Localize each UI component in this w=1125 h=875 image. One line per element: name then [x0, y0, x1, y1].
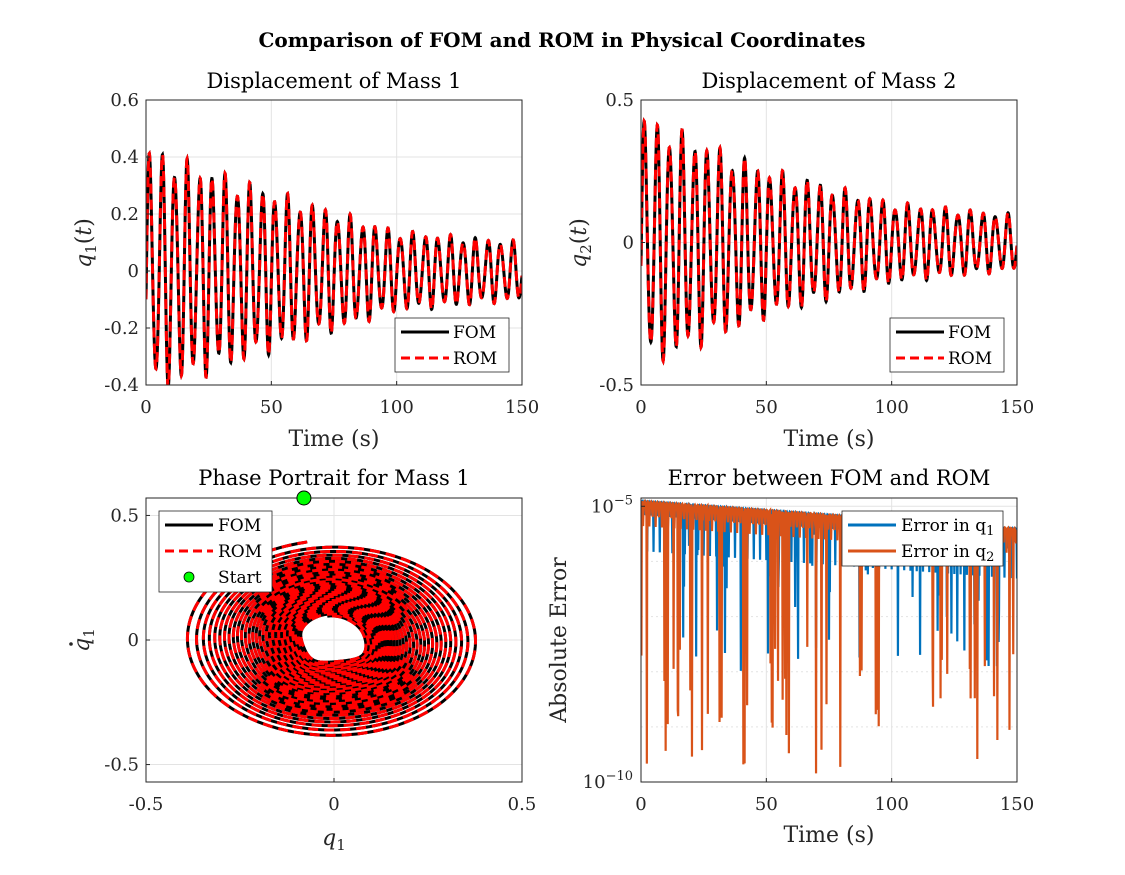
- panel-phase-portrait: -0.5 0 0.5 -0.5 0 0.5 Phase Portrait for Mass…: [69, 466, 536, 854]
- y-axis-label: Absolute Error: [547, 557, 572, 724]
- legend-box: [889, 317, 1005, 373]
- x-tick-label: 150: [505, 397, 539, 418]
- plot-area: [146, 149, 522, 385]
- panel-mass1-displacement: 0 50 100 150 -0.4 -0.2 0 0.2 0.4 0.6 Displacement…: [72, 69, 539, 452]
- x-tick-label: 0: [635, 397, 646, 418]
- x-tick-label: 100: [379, 397, 413, 418]
- x-axis-label: Time (s): [783, 823, 874, 848]
- series-rom-trajectory: [185, 540, 478, 737]
- axes-box: [640, 497, 1018, 783]
- plot-area: [641, 117, 1017, 366]
- legend-label-rom: ROM: [218, 542, 262, 562]
- y-axis-label-subscript: 1: [80, 628, 98, 638]
- x-tick-label: 50: [755, 794, 778, 815]
- y-axis-label-subscript: 1: [82, 244, 100, 254]
- y-tick-label: 0.4: [110, 147, 139, 168]
- legend-box: [394, 317, 510, 373]
- legend: FOM ROM: [889, 317, 1005, 373]
- y-tick-label: -0.4: [104, 375, 139, 396]
- series-rom-line: [146, 149, 522, 385]
- x-axis-label-subscript: 1: [336, 836, 346, 854]
- x-tick-label: 0: [328, 794, 339, 815]
- plot-area: [185, 540, 478, 737]
- y-tick-label: 0: [128, 261, 139, 282]
- y-tick-label: 0.6: [110, 90, 139, 111]
- series-rom-line: [641, 117, 1017, 366]
- legend: FOM ROM Start: [158, 510, 273, 593]
- x-tick-label: -0.5: [129, 794, 164, 815]
- y-axis-label-symbol: q: [70, 638, 95, 652]
- y-axis-label-argument: (t): [567, 218, 592, 244]
- x-tick-label: 150: [1000, 794, 1034, 815]
- x-tick-label: 50: [260, 397, 283, 418]
- legend: FOM ROM: [394, 317, 510, 373]
- legend-label-error-q1: Error in q1: [901, 516, 994, 539]
- legend-label-error-q2-subscript: 2: [986, 550, 994, 565]
- legend-label-error-q2: Error in q2: [901, 542, 994, 565]
- legend-box: [841, 510, 1004, 567]
- y-tick-label: 0.2: [110, 204, 139, 225]
- x-tick-label: 100: [874, 794, 908, 815]
- y-axis-label: q1(t): [72, 218, 100, 268]
- x-tick-label: 0: [140, 397, 151, 418]
- series-error-q1-line: [641, 499, 1017, 671]
- y-tick-label: 0.5: [110, 505, 139, 526]
- y-axis-label-subscript: 2: [577, 244, 595, 254]
- y-axis-label-text: q1: [70, 628, 98, 652]
- panel-title: Phase Portrait for Mass 1: [198, 466, 470, 490]
- y-axis-label-symbol: q: [567, 254, 592, 268]
- legend-label-start: Start: [218, 568, 262, 588]
- y-tick-label: 0: [623, 233, 634, 254]
- y-tick-label: 0.5: [605, 90, 634, 111]
- legend-label-error-q2-text: Error in q: [901, 542, 986, 562]
- tick-labels: 0 50 100 150 -0.4 -0.2 0 0.2 0.4 0.6: [104, 90, 539, 418]
- x-tick-label: 0: [635, 794, 646, 815]
- y-axis-label-argument: (t): [72, 218, 97, 244]
- tick-labels: -0.5 0 0.5 -0.5 0 0.5: [104, 505, 536, 815]
- y-tick-label: -0.5: [104, 755, 139, 776]
- x-axis-label: q1: [322, 826, 346, 854]
- y-axis-label-symbol: q: [72, 254, 97, 268]
- x-axis-label-symbol: q: [322, 826, 336, 851]
- x-tick-label: 150: [1000, 397, 1034, 418]
- legend-marker-start: [183, 571, 195, 583]
- legend-label-fom: FOM: [218, 516, 261, 536]
- panel-mass2-displacement: 0 50 100 150-0.500.5 Displacement of Mass 2…: [567, 69, 1034, 452]
- y-axis-label-dot: [69, 642, 73, 646]
- panel-error: 0 50 100 150 10−10 10−5 Error between FOM and…: [547, 466, 1034, 848]
- y-tick-label: -0.5: [599, 375, 634, 396]
- y-tick-label: 10−5: [591, 493, 633, 517]
- y-tick-label: -0.2: [104, 318, 139, 339]
- x-axis-label: Time (s): [288, 427, 379, 452]
- x-axis-label: Time (s): [783, 427, 874, 452]
- y-axis-label: q2(t): [567, 218, 595, 268]
- legend-label-rom: ROM: [453, 349, 497, 369]
- x-tick-label: 50: [755, 397, 778, 418]
- y-tick-label: 0: [128, 630, 139, 651]
- legend-label-error-q1-text: Error in q: [901, 516, 986, 536]
- panel-title: Displacement of Mass 1: [207, 69, 462, 93]
- legend: Error in q1 Error in q2: [841, 510, 1004, 567]
- legend-label-fom: FOM: [453, 323, 496, 343]
- legend-label-error-q1-subscript: 1: [986, 524, 994, 539]
- y-tick-label: 10−10: [583, 769, 633, 793]
- y-axis-label: q1: [69, 628, 98, 652]
- figure-title: Comparison of FOM and ROM in Physical Co…: [258, 28, 865, 52]
- x-tick-label: 100: [874, 397, 908, 418]
- tick-labels: 0 50 100 150-0.500.5: [599, 90, 1034, 418]
- start-marker: [296, 490, 312, 506]
- axes-box: [145, 99, 523, 386]
- panel-title: Displacement of Mass 2: [702, 69, 957, 93]
- legend-label-fom: FOM: [948, 323, 991, 343]
- panel-title: Error between FOM and ROM: [668, 466, 991, 490]
- legend-label-rom: ROM: [948, 349, 992, 369]
- x-tick-label: 0.5: [508, 794, 537, 815]
